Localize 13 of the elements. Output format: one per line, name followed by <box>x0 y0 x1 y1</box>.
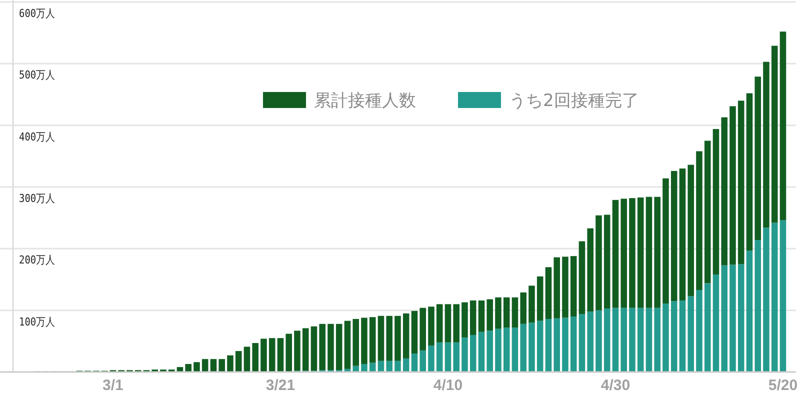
x-tick-label: 4/10 <box>433 377 463 394</box>
y-tick-label: 400万人 <box>19 130 61 144</box>
x-tick-label: 3/21 <box>266 377 296 394</box>
y-tick-label: 500万人 <box>19 68 61 82</box>
y-tick-label: 200万人 <box>19 254 61 267</box>
legend-label: うち2回接種完了 <box>509 91 639 111</box>
x-tick-label: 4/30 <box>600 377 630 394</box>
y-tick-label: 600万人 <box>19 7 61 20</box>
legend-label: 累計接種人数 <box>314 91 416 111</box>
y-tick-label: 300万人 <box>19 192 61 205</box>
x-tick-label: 3/1 <box>102 377 124 394</box>
x-tick-label: 5/20 <box>768 377 798 394</box>
y-tick-label: 100万人 <box>19 315 61 328</box>
